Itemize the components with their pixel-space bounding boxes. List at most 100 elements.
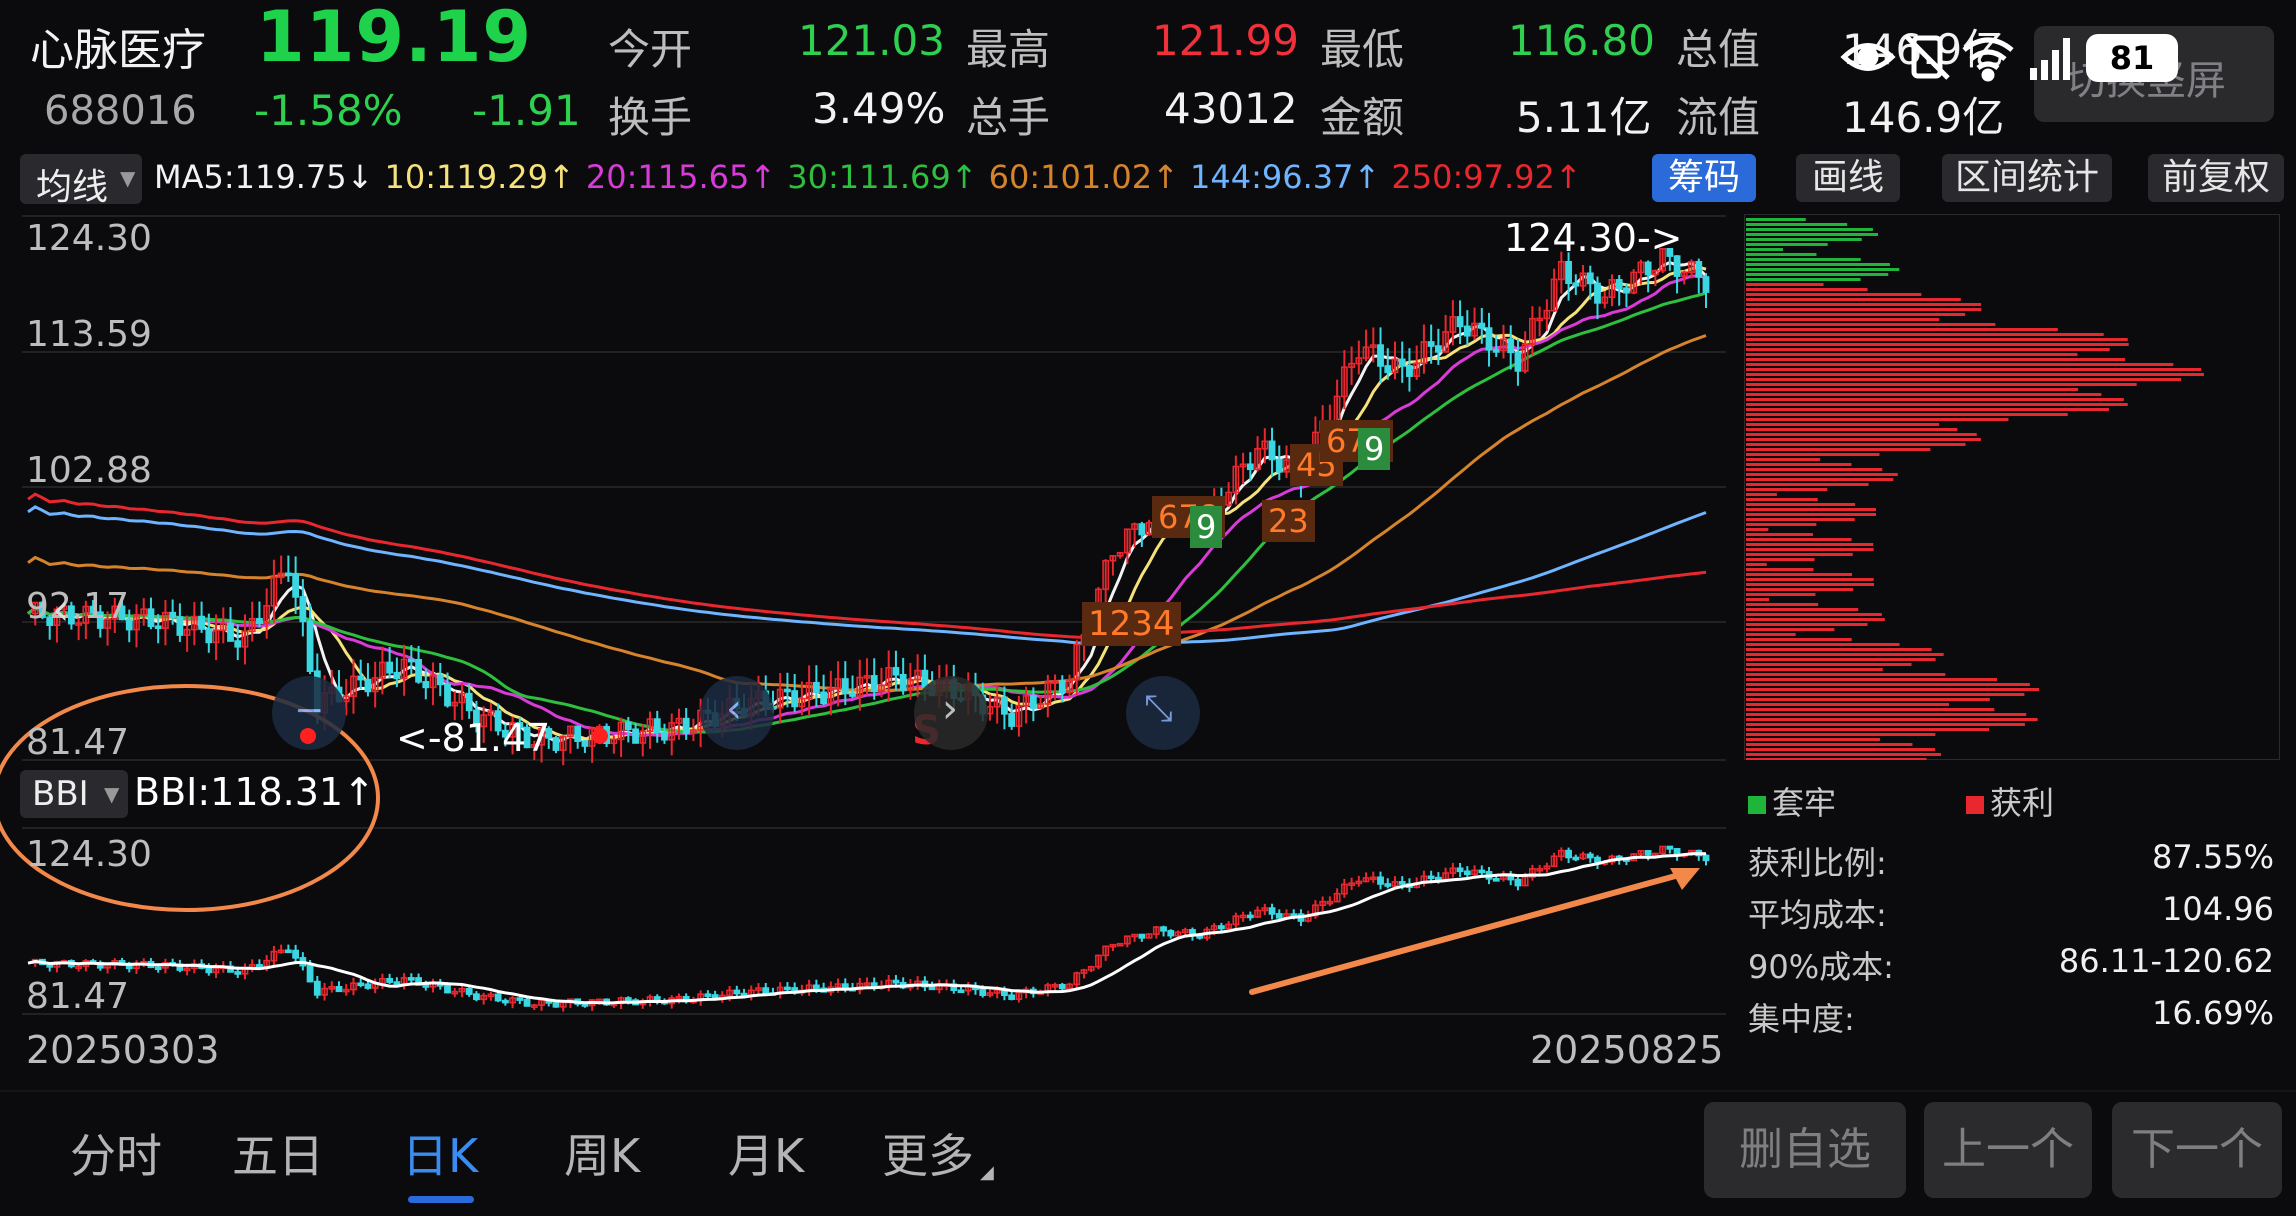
candle-body	[234, 971, 242, 975]
candle-body	[1550, 278, 1558, 312]
legend-profit-label: 获利	[1990, 784, 2055, 822]
chip-bar	[1746, 523, 1817, 526]
candle-body	[1051, 680, 1059, 684]
price-adjust-button[interactable]: 前复权	[2148, 154, 2284, 202]
candle-body	[776, 688, 784, 709]
candle-body	[820, 691, 828, 705]
candle-body	[892, 667, 900, 676]
candle-body	[834, 983, 842, 988]
candle-body	[516, 722, 524, 729]
chip-bar	[1746, 693, 2025, 696]
corner-arrow-icon: ◢	[980, 1162, 994, 1183]
candle-body	[39, 601, 46, 618]
next-stock-button[interactable]: 下一个	[2112, 1102, 2282, 1198]
chip-bar	[1746, 548, 1874, 551]
candle-body	[1680, 271, 1688, 277]
candle-body	[306, 620, 314, 673]
chip-bar	[1746, 283, 1824, 286]
scroll-left-button[interactable]: ‹	[700, 676, 774, 750]
candle-body	[219, 622, 227, 631]
ma-selector[interactable]: 均线 ▼	[20, 154, 142, 208]
candle-body	[75, 622, 83, 626]
candle-body	[1565, 260, 1572, 284]
candle-body	[1210, 925, 1218, 931]
candle-body	[111, 605, 119, 620]
candle-body	[133, 613, 140, 631]
chip-bar	[1746, 683, 2030, 686]
ma144-value: 144:96.37↑	[1190, 158, 1381, 196]
candle-body	[284, 572, 292, 577]
candle-body	[364, 983, 372, 989]
y-label-2: 113.59	[26, 314, 152, 355]
chip-bar	[1746, 248, 1784, 251]
chip-bar	[1746, 528, 1769, 531]
chevron-down-icon: ▼	[104, 782, 120, 806]
chip-bar	[1746, 268, 1900, 271]
chip-bar	[1746, 223, 1848, 226]
previous-stock-button[interactable]: 上一个	[1924, 1102, 2092, 1198]
stat-value-90-cost: 86.11-120.62	[2058, 942, 2274, 980]
tab-monthly-k[interactable]: 月K	[728, 1129, 805, 1183]
candle-body	[147, 608, 155, 628]
candle-body	[791, 690, 799, 708]
tab-daily-k[interactable]: 日K	[402, 1129, 479, 1183]
candle-body	[1637, 261, 1645, 274]
indicator-selector[interactable]: BBI ▼	[20, 770, 128, 818]
remove-watchlist-button[interactable]: 删自选	[1704, 1102, 1906, 1198]
tab-intraday[interactable]: 分时	[70, 1129, 162, 1183]
candle-body	[1066, 679, 1073, 694]
candle-body	[451, 701, 459, 707]
chip-bar	[1746, 288, 1868, 291]
ma-line-30	[27, 291, 1707, 734]
candle-body	[675, 995, 683, 1000]
candle-body	[444, 683, 451, 707]
candle-body	[632, 728, 639, 744]
chip-bar	[1746, 688, 2040, 691]
candle-body	[624, 997, 632, 1001]
chip-bar	[1746, 388, 2079, 391]
candle-body	[1246, 463, 1254, 471]
shrink-button[interactable]: ⤡	[1126, 676, 1200, 750]
battery-level: 81	[2109, 39, 2155, 77]
tab-more[interactable]: 更多	[882, 1129, 974, 1183]
candle-body	[1434, 345, 1442, 353]
candle-body	[1630, 271, 1638, 294]
candle-body	[885, 667, 893, 687]
current-price: 119.19	[256, 0, 533, 78]
candle-body	[798, 697, 806, 708]
chip-bar	[1746, 568, 1814, 571]
tab-weekly-k[interactable]: 周K	[564, 1129, 641, 1183]
candle-body	[1348, 882, 1355, 887]
chip-bar	[1746, 463, 1852, 466]
candle-body	[1355, 357, 1363, 365]
quote-value-high: 121.99	[1152, 16, 1299, 65]
candle-body	[1355, 880, 1363, 885]
candle-body	[458, 987, 466, 993]
quote-value-low: 116.80	[1508, 16, 1655, 65]
candle-body	[1659, 845, 1667, 855]
candle-body	[1145, 933, 1153, 939]
candle-body	[342, 695, 350, 703]
candle-body	[1572, 856, 1580, 861]
chip-bar	[1746, 258, 1861, 261]
bbi-value: BBI:118.31↑	[134, 770, 375, 814]
chevron-left-icon[interactable]: ‹	[52, 584, 70, 635]
candle-body	[1239, 914, 1247, 919]
candle-body	[863, 675, 871, 679]
interval-stats-button[interactable]: 区间统计	[1942, 154, 2112, 202]
candle-body	[1312, 904, 1319, 917]
chip-bar	[1746, 398, 2124, 401]
candle-body	[617, 721, 625, 741]
candle-body	[1109, 943, 1117, 948]
scroll-right-button[interactable]: ›	[914, 676, 988, 750]
chip-bar	[1746, 743, 1913, 746]
chip-bar	[1746, 423, 1940, 426]
candle-body	[176, 616, 184, 636]
candle-body	[1384, 365, 1392, 374]
chip-distribution-button[interactable]: 筹码	[1652, 154, 1756, 202]
candle-body	[653, 718, 661, 734]
tab-five-day[interactable]: 五日	[232, 1129, 324, 1183]
draw-line-button[interactable]: 画线	[1796, 154, 1900, 202]
ma5-value: MA5:119.75↓	[154, 158, 374, 196]
